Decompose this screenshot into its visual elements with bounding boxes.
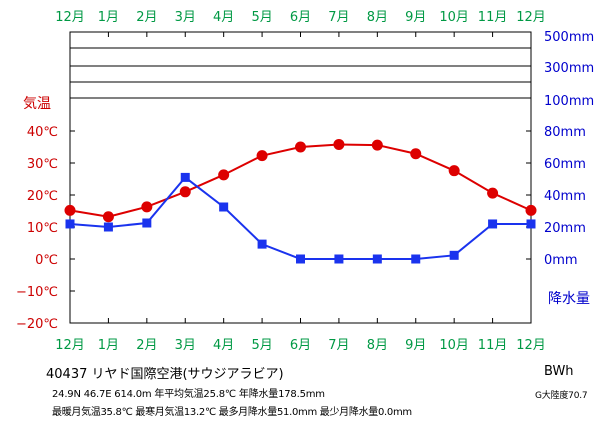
month-label-top: 5月 <box>251 10 272 25</box>
temperature-tick-label: 10℃ <box>27 221 58 236</box>
temperature-point <box>371 139 383 151</box>
precipitation-point <box>334 254 344 264</box>
precipitation-point <box>296 254 305 264</box>
precip-tick-label-compressed: 500mm <box>544 30 594 45</box>
precipitation-point <box>103 222 113 232</box>
precipitation-line <box>69 176 531 260</box>
month-label-bottom: 7月 <box>328 338 349 353</box>
month-label-top: 12月 <box>516 10 546 25</box>
month-label-bottom: 9月 <box>405 338 426 353</box>
station-extremes-line: 最暖月気温35.8℃ 最寒月気温13.2℃ 最多月降水量51.0mm 最少月降水… <box>52 407 412 418</box>
temperature-point <box>525 204 537 216</box>
temperature-tick-label: 30℃ <box>27 157 58 172</box>
precip-tick-label: 60mm <box>544 157 586 172</box>
precipitation-point <box>257 239 267 249</box>
temperature-tick-label: 40℃ <box>27 125 58 140</box>
month-label-top: 4月 <box>213 10 234 25</box>
temperature-point <box>64 204 76 216</box>
temperature-line <box>69 143 532 218</box>
month-label-bottom: 2月 <box>136 338 157 353</box>
precipitation-axis-title: 降水量 <box>548 291 590 307</box>
temperature-point <box>102 211 114 223</box>
precip-tick-label: 0mm <box>544 253 578 268</box>
month-label-top: 6月 <box>290 10 311 25</box>
month-label-top: 3月 <box>175 10 196 25</box>
continentality-index: G大陸度70.7 <box>535 391 588 401</box>
temperature-tick-label: 0℃ <box>35 253 58 268</box>
koppen-climate-class: BWh <box>544 364 574 379</box>
month-label-top: 12月 <box>55 10 85 25</box>
temperature-point <box>333 138 345 150</box>
plot-frame <box>69 31 532 324</box>
station-title: 40437 リヤド国際空港(サウジアラビア) <box>46 367 284 382</box>
precipitation-point <box>142 218 152 228</box>
precip-tick-label: 20mm <box>544 221 586 236</box>
precipitation-point <box>526 219 536 229</box>
month-label-bottom: 10月 <box>439 338 469 353</box>
precip-tick-label: 80mm <box>544 125 586 140</box>
month-label-top: 10月 <box>439 10 469 25</box>
month-label-top: 2月 <box>136 10 157 25</box>
month-label-top: 7月 <box>328 10 349 25</box>
temperature-tick-label: −20℃ <box>16 317 58 332</box>
temperature-point <box>487 187 499 199</box>
month-label-bottom: 5月 <box>251 338 272 353</box>
precipitation-point <box>372 254 382 264</box>
temperature-point <box>141 201 153 213</box>
temperature-point <box>448 165 460 177</box>
station-summary-line: 24.9N 46.7E 614.0m 年平均気温25.8℃ 年降水量178.5m… <box>52 389 325 400</box>
temperature-point <box>295 141 306 153</box>
precipitation-point <box>488 219 498 229</box>
precipitation-point <box>65 219 75 229</box>
month-label-bottom: 6月 <box>290 338 311 353</box>
precipitation-point <box>449 250 459 260</box>
month-label-bottom: 8月 <box>367 338 388 353</box>
month-label-top: 9月 <box>405 10 426 25</box>
precip-tick-label-compressed: 300mm <box>544 61 594 76</box>
month-label-bottom: 12月 <box>55 338 85 353</box>
precip-tick-label: 40mm <box>544 189 586 204</box>
month-label-bottom: 11月 <box>478 338 508 353</box>
month-label-top: 8月 <box>367 10 388 25</box>
month-label-bottom: 12月 <box>516 338 546 353</box>
month-label-top: 11月 <box>478 10 508 25</box>
temperature-point <box>410 148 422 160</box>
precipitation-point <box>180 172 190 182</box>
month-label-bottom: 3月 <box>175 338 196 353</box>
temperature-point <box>256 150 268 162</box>
precipitation-point <box>411 254 421 264</box>
precip-tick-label-compressed: 100mm <box>544 94 594 109</box>
temperature-tick-label: −10℃ <box>16 285 58 300</box>
month-label-bottom: 4月 <box>213 338 234 353</box>
month-label-top: 1月 <box>98 10 119 25</box>
precipitation-point <box>219 202 229 212</box>
temperature-axis-title: 気温 <box>23 96 51 112</box>
month-label-bottom: 1月 <box>98 338 119 353</box>
temperature-point <box>218 169 230 181</box>
temperature-tick-label: 20℃ <box>27 189 58 204</box>
temperature-point <box>179 186 191 198</box>
